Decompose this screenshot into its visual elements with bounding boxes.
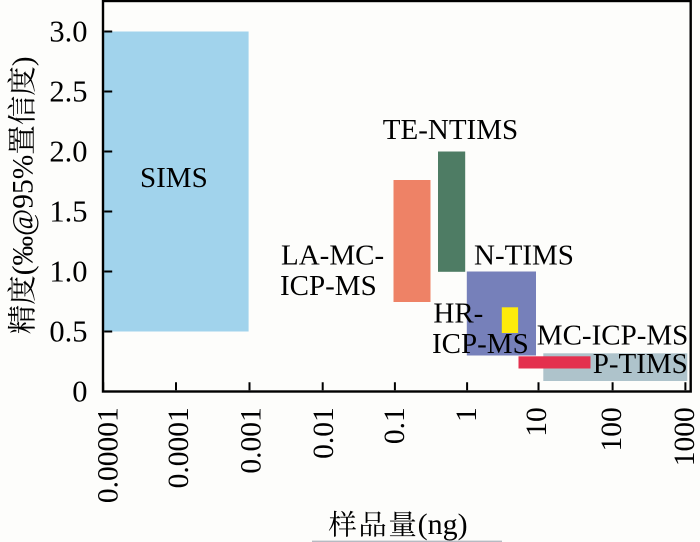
svg-text:ICP-MS: ICP-MS: [432, 328, 529, 360]
svg-text:HR-: HR-: [433, 298, 483, 330]
svg-text:N-TIMS: N-TIMS: [474, 239, 574, 271]
svg-text:TE-NTIMS: TE-NTIMS: [383, 114, 518, 146]
svg-text:(ng): (ng): [418, 508, 468, 541]
svg-text:P-TIMS: P-TIMS: [593, 348, 688, 380]
svg-text:1.5: 1.5: [49, 195, 87, 229]
svg-text:3.0: 3.0: [49, 15, 87, 49]
svg-text:MC-ICP-MS: MC-ICP-MS: [537, 319, 689, 351]
svg-text:0.1: 0.1: [379, 407, 411, 444]
svg-text:1.0: 1.0: [49, 255, 87, 289]
svg-text:2.5: 2.5: [49, 75, 87, 109]
svg-text:1000: 1000: [669, 407, 700, 466]
svg-text:(‰@95%: (‰@95%: [8, 155, 40, 276]
svg-text:0.5: 0.5: [49, 315, 87, 349]
svg-text:1: 1: [451, 407, 483, 422]
svg-text:0: 0: [72, 375, 87, 409]
svg-text:0.001: 0.001: [236, 407, 268, 473]
svg-text:ICP-MS: ICP-MS: [280, 270, 377, 302]
svg-text:SIMS: SIMS: [140, 162, 208, 194]
svg-text:10: 10: [521, 407, 553, 437]
svg-text:2.0: 2.0: [49, 135, 87, 169]
svg-text:0.0001: 0.0001: [163, 407, 195, 488]
svg-text:100: 100: [596, 407, 628, 451]
svg-text:0.01: 0.01: [308, 407, 340, 459]
svg-text:0.00001: 0.00001: [93, 407, 125, 503]
svg-text:LA-MC-: LA-MC-: [281, 239, 384, 271]
svg-text:): ): [8, 56, 40, 66]
